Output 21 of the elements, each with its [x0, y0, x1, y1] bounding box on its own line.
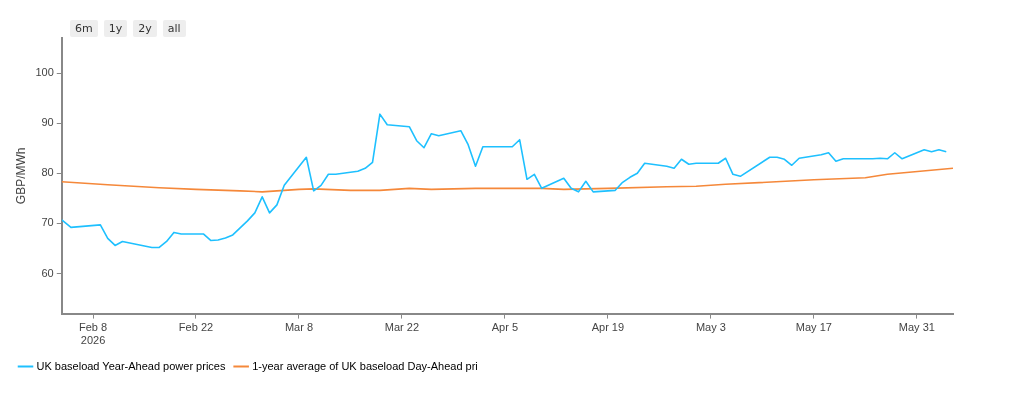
y-tick-label: 80	[41, 166, 54, 179]
x-tick-label: Apr 19	[591, 321, 625, 334]
legend-label: 1-year average of UK baseload Day-Ahead pri	[252, 359, 478, 372]
x-tick-label: Mar 22	[384, 321, 420, 334]
x-tick-label: Mar 8	[284, 321, 314, 334]
x-tick-label: May 31	[898, 321, 935, 334]
y-tick-label: 70	[41, 216, 54, 229]
text: 2y	[133, 20, 157, 37]
legend-label: UK baseload Year-Ahead power prices	[36, 359, 226, 372]
text: all	[162, 20, 186, 37]
y-tick-label: 60	[41, 266, 54, 279]
y-tick-label: 100	[35, 66, 54, 79]
text: 6m	[70, 20, 98, 37]
x-tick-label: Feb 22	[178, 321, 214, 334]
x-tick-label: Feb 8 2026	[78, 321, 108, 347]
x-tick-label: May 3	[695, 321, 726, 334]
y-tick-label: 90	[41, 116, 54, 129]
x-tick-label: Apr 5	[491, 321, 519, 334]
text: 1y	[103, 20, 128, 37]
x-tick-label: May 17	[795, 321, 832, 334]
y-axis-title: GBP/MWh	[13, 147, 28, 205]
